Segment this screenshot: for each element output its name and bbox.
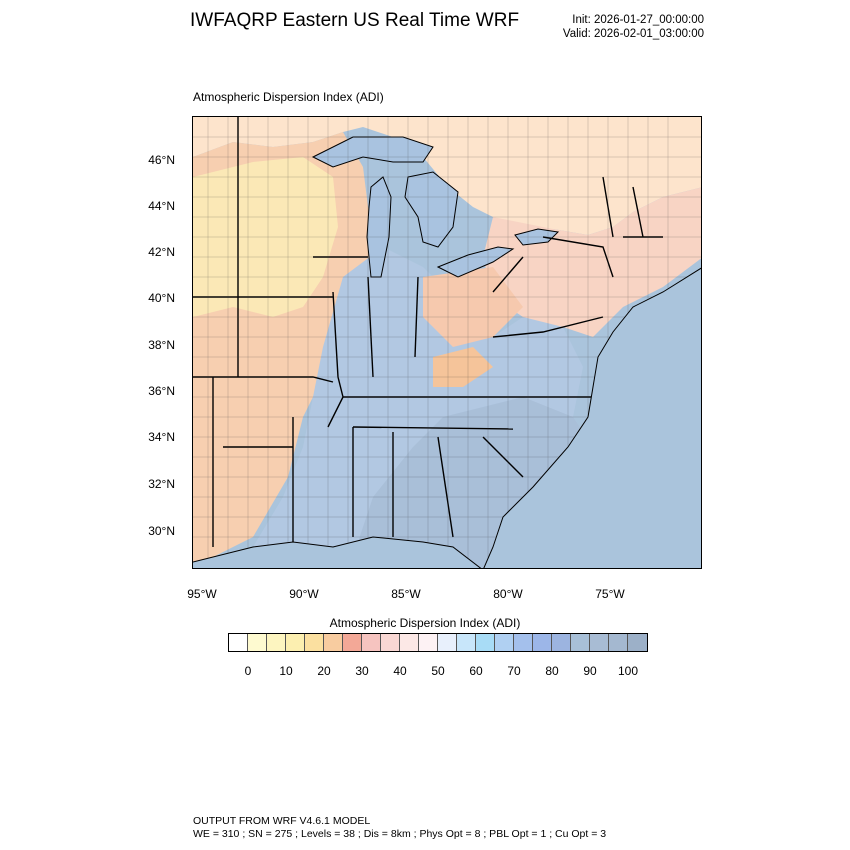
colorbar-swatch: [343, 634, 362, 651]
colorbar-tick-label: 20: [317, 664, 331, 678]
chart-title: IWFAQRP Eastern US Real Time WRF: [190, 10, 520, 31]
colorbar-tick-label: 10: [279, 664, 293, 678]
lat-label-32: 32°N: [148, 477, 175, 491]
colorbar-tick-label: 80: [545, 664, 559, 678]
colorbar: [228, 633, 648, 652]
init-time: Init: 2026-01-27_00:00:00: [572, 14, 704, 26]
colorbar-swatch: [628, 634, 647, 651]
run-time-info: Init: 2026-01-27_00:00:00 Valid: 2026-02…: [563, 13, 704, 41]
map-title: Atmospheric Dispersion Index (ADI): [193, 90, 384, 104]
colorbar-swatch: [324, 634, 343, 651]
lat-label-44: 44°N: [148, 199, 175, 213]
colorbar-swatch: [571, 634, 590, 651]
colorbar-tick-label: 70: [507, 664, 521, 678]
colorbar-swatch: [552, 634, 571, 651]
map-canvas: [193, 117, 701, 568]
colorbar-tick-label: 30: [355, 664, 369, 678]
model-name: OUTPUT FROM WRF V4.6.1 MODEL: [193, 815, 371, 827]
colorbar-tick-label: 0: [244, 664, 252, 678]
lon-label-90: 90°W: [289, 587, 319, 601]
colorbar-swatch: [229, 634, 248, 651]
lon-label-95: 95°W: [187, 587, 217, 601]
colorbar-swatch: [533, 634, 552, 651]
colorbar-swatch: [457, 634, 476, 651]
lat-label-40: 40°N: [148, 291, 175, 305]
colorbar-swatch: [400, 634, 419, 651]
lon-label-80: 80°W: [493, 587, 523, 601]
lat-label-42: 42°N: [148, 245, 175, 259]
colorbar-tick-label: 90: [583, 664, 597, 678]
colorbar-swatch: [381, 634, 400, 651]
lat-label-34: 34°N: [148, 430, 175, 444]
model-info: OUTPUT FROM WRF V4.6.1 MODEL WE = 310 ; …: [193, 815, 606, 841]
colorbar-swatch: [514, 634, 533, 651]
atlantic-ocean: [483, 268, 701, 568]
coastline: [193, 267, 701, 568]
lon-label-85: 85°W: [391, 587, 421, 601]
colorbar-swatch: [438, 634, 457, 651]
colorbar-swatch: [267, 634, 286, 651]
valid-time: Valid: 2026-02-01_03:00:00: [562, 28, 704, 40]
colorbar-tick-label: 50: [431, 664, 445, 678]
map-panel: [192, 116, 702, 569]
lat-label-30: 30°N: [148, 524, 175, 538]
colorbar-swatch: [495, 634, 514, 651]
colorbar-swatch: [476, 634, 495, 651]
colorbar-swatch: [286, 634, 305, 651]
land-northeast: [483, 187, 701, 337]
land-canada: [193, 117, 701, 235]
model-config: WE = 310 ; SN = 275 ; Levels = 38 ; Dis …: [193, 828, 607, 840]
colorbar-swatch: [419, 634, 438, 651]
colorbar-tick-label: 60: [469, 664, 483, 678]
lat-label-36: 36°N: [148, 384, 175, 398]
gulf-of-mexico: [193, 537, 481, 568]
colorbar-swatch: [609, 634, 628, 651]
colorbar-swatch: [590, 634, 609, 651]
lat-label-46: 46°N: [148, 153, 175, 167]
land-southeast: [353, 397, 593, 568]
colorbar-swatch: [305, 634, 324, 651]
lat-label-38: 38°N: [148, 338, 175, 352]
colorbar-swatch: [248, 634, 267, 651]
colorbar-tick-label: 40: [393, 664, 407, 678]
colorbar-title: Atmospheric Dispersion Index (ADI): [329, 616, 521, 630]
lon-label-75: 75°W: [595, 587, 625, 601]
lake-huron: [404, 171, 459, 248]
colorbar-swatch: [362, 634, 381, 651]
colorbar-tick-label: 100: [617, 664, 639, 678]
